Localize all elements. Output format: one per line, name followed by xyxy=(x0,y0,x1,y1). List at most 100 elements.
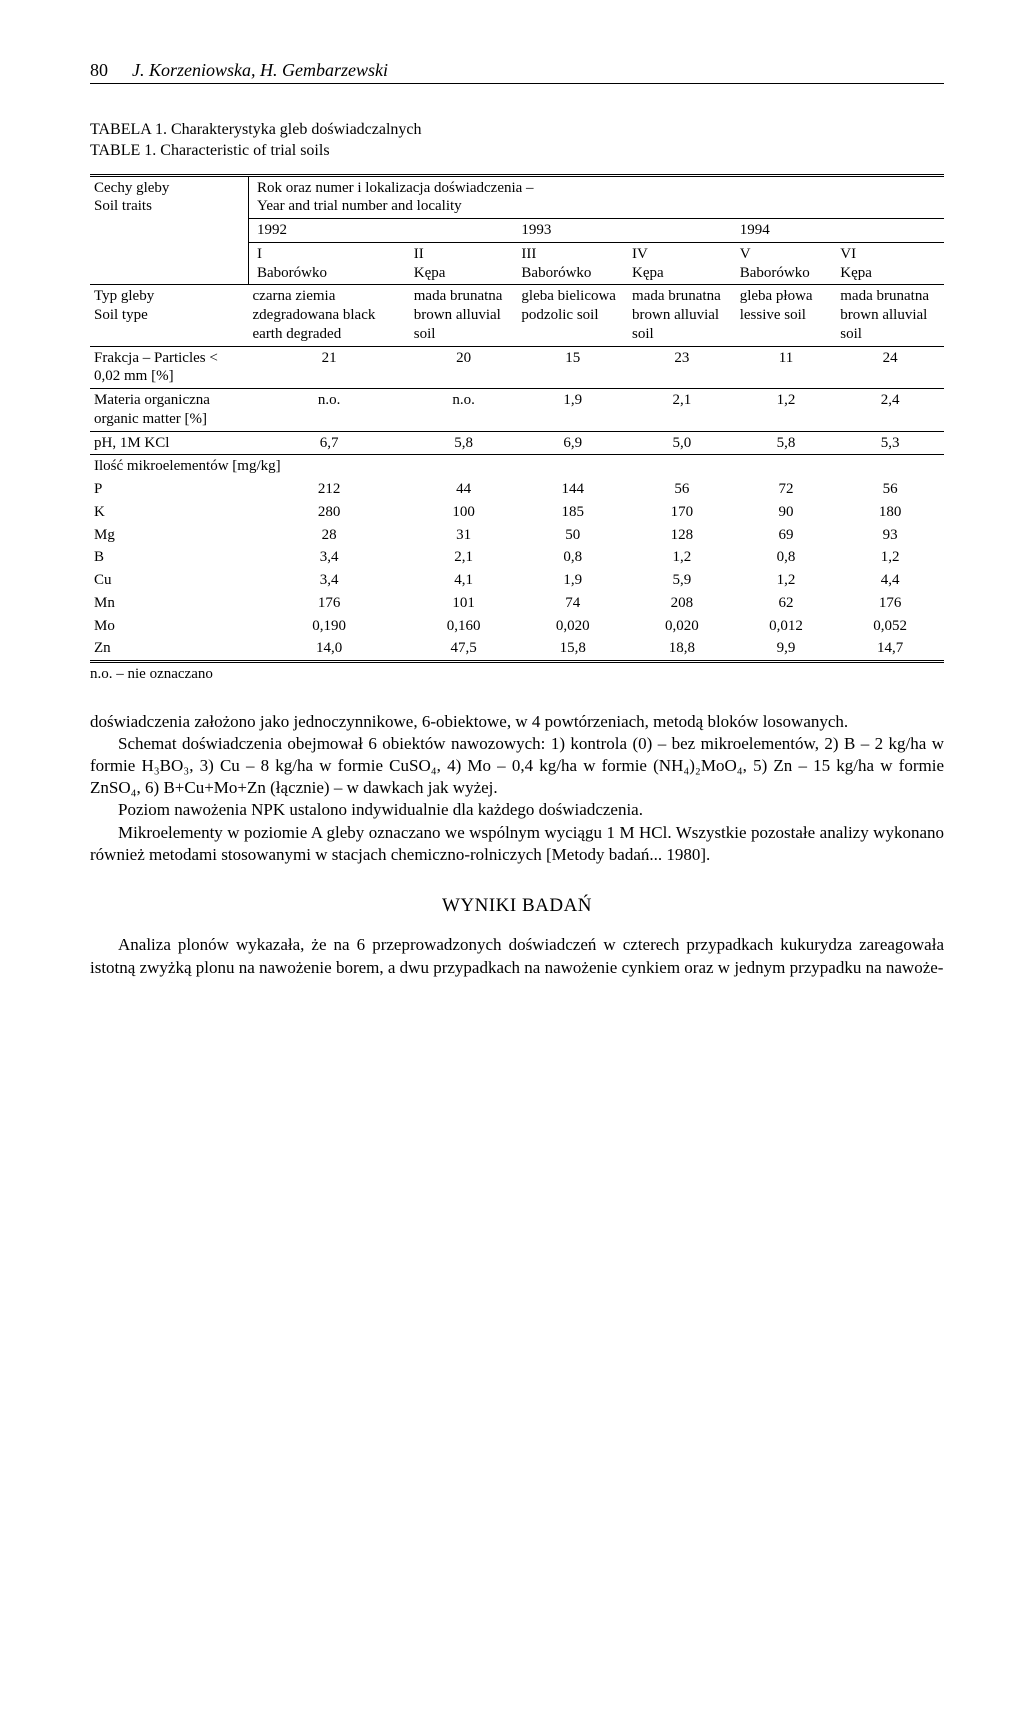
cell: 14,7 xyxy=(836,637,944,661)
row-label: Frakcja – Particles < 0,02 mm [%] xyxy=(90,346,249,389)
row-label: Cu xyxy=(90,569,249,592)
cell: 56 xyxy=(836,478,944,501)
caption-line-1: TABELA 1. Charakterystyka gleb doświadcz… xyxy=(90,120,944,141)
cell: 93 xyxy=(836,524,944,547)
col-3: IIIBaborówko xyxy=(517,242,628,285)
row-label: K xyxy=(90,501,249,524)
row-label: P xyxy=(90,478,249,501)
cell: 11 xyxy=(736,346,837,389)
cell: 0,012 xyxy=(736,615,837,638)
year-1992: 1992 xyxy=(249,219,518,243)
cell: 69 xyxy=(736,524,837,547)
cell: 280 xyxy=(249,501,410,524)
cell: 144 xyxy=(517,478,628,501)
cell: 24 xyxy=(836,346,944,389)
cell: 74 xyxy=(517,592,628,615)
cell: 170 xyxy=(628,501,736,524)
cell: 176 xyxy=(249,592,410,615)
soil-type-c2: mada brunatna brown alluvial soil xyxy=(410,285,518,346)
col-4: IVKępa xyxy=(628,242,736,285)
year-1994: 1994 xyxy=(736,219,944,243)
paragraph: Analiza plonów wykazała, że na 6 przepro… xyxy=(90,934,944,978)
cell: 5,8 xyxy=(410,431,518,455)
cell: 62 xyxy=(736,592,837,615)
cell: 5,9 xyxy=(628,569,736,592)
cell: 0,8 xyxy=(736,546,837,569)
row-header-label: Cechy gleby Soil traits xyxy=(90,175,249,285)
cell: 0,8 xyxy=(517,546,628,569)
col-5: VBaborówko xyxy=(736,242,837,285)
cell: 28 xyxy=(249,524,410,547)
cell: 90 xyxy=(736,501,837,524)
cell: 2,4 xyxy=(836,389,944,432)
cell: 5,3 xyxy=(836,431,944,455)
cell: 44 xyxy=(410,478,518,501)
paragraph: Schemat doświadczenia obejmował 6 obiekt… xyxy=(90,733,944,799)
cell: 101 xyxy=(410,592,518,615)
body-text: doświadczenia założono jako jednoczynnik… xyxy=(90,711,944,979)
cell: n.o. xyxy=(249,389,410,432)
cell: 15,8 xyxy=(517,637,628,661)
soil-table: Cechy gleby Soil traits Rok oraz numer i… xyxy=(90,174,944,664)
row-label: Zn xyxy=(90,637,249,661)
row-label: Materia organiczna organic matter [%] xyxy=(90,389,249,432)
cell: 4,4 xyxy=(836,569,944,592)
cell: 2,1 xyxy=(628,389,736,432)
cell: 50 xyxy=(517,524,628,547)
paragraph: Mikroelementy w poziomie A gleby oznacza… xyxy=(90,822,944,866)
cell: 15 xyxy=(517,346,628,389)
soil-type-c1: czarna ziemia zdegradowana black earth d… xyxy=(249,285,410,346)
soil-type-c4: mada brunatna brown alluvial soil xyxy=(628,285,736,346)
cell: 100 xyxy=(410,501,518,524)
soil-type-c5: gleba płowa lessive soil xyxy=(736,285,837,346)
authors: J. Korzeniowska, H. Gembarzewski xyxy=(132,60,388,81)
cell: 212 xyxy=(249,478,410,501)
cell: 9,9 xyxy=(736,637,837,661)
cell: 1,2 xyxy=(836,546,944,569)
table-footnote: n.o. – nie oznaczano xyxy=(90,666,944,683)
section-title: WYNIKI BADAŃ xyxy=(90,894,944,919)
cell: 2,1 xyxy=(410,546,518,569)
cell: 20 xyxy=(410,346,518,389)
year-1993: 1993 xyxy=(517,219,735,243)
cell: 208 xyxy=(628,592,736,615)
soil-type-c3: gleba bielicowa podzolic soil xyxy=(517,285,628,346)
cell: 6,9 xyxy=(517,431,628,455)
cell: 18,8 xyxy=(628,637,736,661)
micro-header: Ilość mikroelementów [mg/kg] xyxy=(90,455,944,478)
row-label: Mg xyxy=(90,524,249,547)
cell: 14,0 xyxy=(249,637,410,661)
cell: 4,1 xyxy=(410,569,518,592)
cell: 21 xyxy=(249,346,410,389)
col-1: IBaborówko xyxy=(249,242,410,285)
cell: 0,020 xyxy=(517,615,628,638)
cell: 0,190 xyxy=(249,615,410,638)
row-label: B xyxy=(90,546,249,569)
cell: 23 xyxy=(628,346,736,389)
cell: 0,160 xyxy=(410,615,518,638)
cell: 3,4 xyxy=(249,569,410,592)
cell: 5,8 xyxy=(736,431,837,455)
cell: 31 xyxy=(410,524,518,547)
running-head: 80 J. Korzeniowska, H. Gembarzewski xyxy=(90,60,944,84)
cell: 56 xyxy=(628,478,736,501)
cell: 176 xyxy=(836,592,944,615)
cell: 1,2 xyxy=(628,546,736,569)
row-label: Mo xyxy=(90,615,249,638)
cell: 0,052 xyxy=(836,615,944,638)
cell: 128 xyxy=(628,524,736,547)
cell: 5,0 xyxy=(628,431,736,455)
cell: 0,020 xyxy=(628,615,736,638)
cell: 185 xyxy=(517,501,628,524)
cell: n.o. xyxy=(410,389,518,432)
cell: 1,9 xyxy=(517,569,628,592)
cell: 72 xyxy=(736,478,837,501)
page-number: 80 xyxy=(90,60,108,81)
caption-line-2: TABLE 1. Characteristic of trial soils xyxy=(90,141,944,162)
year-title: Rok oraz numer i lokalizacja doświadczen… xyxy=(249,175,945,219)
cell: 1,9 xyxy=(517,389,628,432)
paragraph: doświadczenia założono jako jednoczynnik… xyxy=(90,711,944,733)
paragraph: Poziom nawożenia NPK ustalono indywidual… xyxy=(90,799,944,821)
col-6: VIKępa xyxy=(836,242,944,285)
row-label: Mn xyxy=(90,592,249,615)
